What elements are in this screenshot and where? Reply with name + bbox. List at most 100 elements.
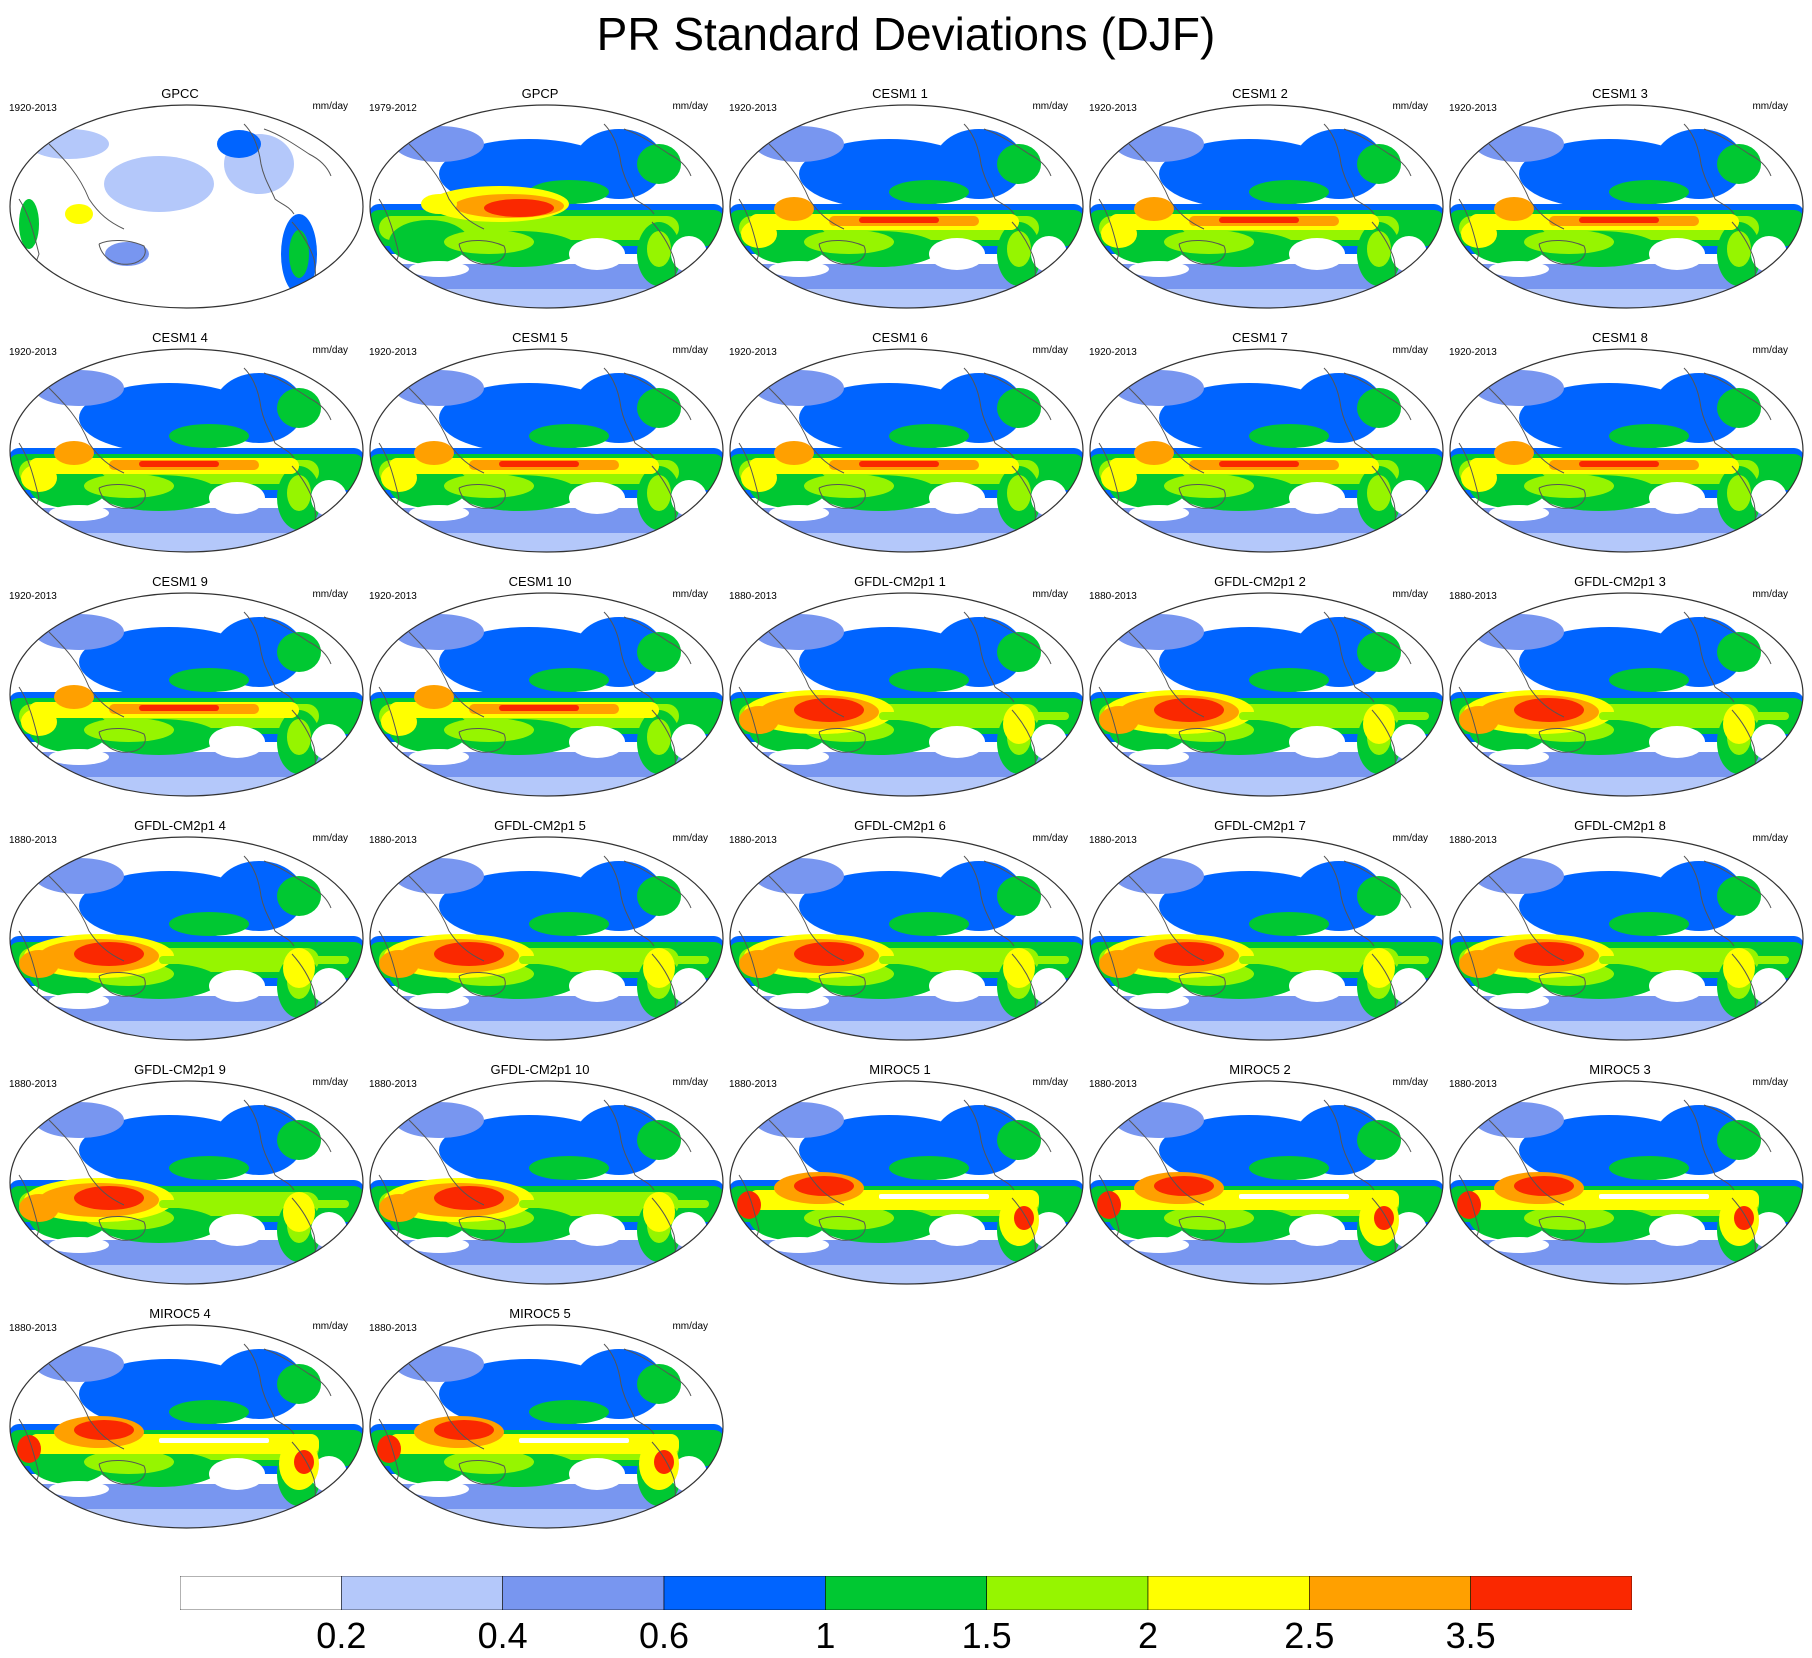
panel-period: 1880-2013 [1089, 1079, 1137, 1090]
colorbar-swatch [1147, 1576, 1310, 1610]
panel-title: CESM1 5 [512, 330, 568, 345]
map-plot [9, 836, 364, 1041]
map-plot [369, 1324, 724, 1529]
panel-units: mm/day [1032, 589, 1068, 600]
panel-period: 1920-2013 [1089, 347, 1137, 358]
colorbar-label: 1.5 [961, 1615, 1012, 1656]
colorbar-swatch [825, 1576, 987, 1610]
map-panel: CESM1 2 1920-2013 mm/day [1080, 80, 1444, 325]
colorbar-label: 2.5 [1284, 1615, 1335, 1656]
panel-title: GFDL-CM2p1 1 [854, 574, 946, 589]
panel-title: CESM1 1 [872, 86, 928, 101]
panel-title: GPCC [161, 86, 199, 101]
colorbar-swatch [1470, 1576, 1632, 1610]
panel-units: mm/day [1392, 833, 1428, 844]
map-panel: CESM1 9 1920-2013 mm/day [0, 568, 364, 813]
map-plot [1449, 1080, 1804, 1285]
map-panel: GFDL-CM2p1 7 1880-2013 mm/day [1080, 812, 1444, 1057]
map-panel: CESM1 7 1920-2013 mm/day [1080, 324, 1444, 569]
map-plot [369, 348, 724, 553]
panel-title: GFDL-CM2p1 6 [854, 818, 946, 833]
map-plot [369, 1080, 724, 1285]
panel-title: CESM1 7 [1232, 330, 1288, 345]
panel-units: mm/day [672, 345, 708, 356]
panel-units: mm/day [312, 589, 348, 600]
colorbar-label: 2 [1137, 1615, 1159, 1656]
panel-units: mm/day [1032, 833, 1068, 844]
panel-period: 1880-2013 [9, 835, 57, 846]
map-panel: GFDL-CM2p1 5 1880-2013 mm/day [360, 812, 724, 1057]
panel-period: 1880-2013 [369, 1079, 417, 1090]
map-panel: GPCC 1920-2013 mm/day [0, 80, 364, 325]
map-panel: GFDL-CM2p1 8 1880-2013 mm/day [1440, 812, 1804, 1057]
main-title: PR Standard Deviations (DJF) [596, 8, 1216, 60]
panel-units: mm/day [1752, 1077, 1788, 1088]
panel-units: mm/day [312, 345, 348, 356]
map-plot [369, 836, 724, 1041]
panel-title: GFDL-CM2p1 4 [134, 818, 226, 833]
map-panel: GFDL-CM2p1 6 1880-2013 mm/day [720, 812, 1084, 1057]
map-panel: MIROC5 2 1880-2013 mm/day [1080, 1056, 1444, 1301]
map-panel: MIROC5 1 1880-2013 mm/day [720, 1056, 1084, 1301]
map-panel: CESM1 10 1920-2013 mm/day [360, 568, 724, 813]
map-panel: GFDL-CM2p1 1 1880-2013 mm/day [720, 568, 1084, 813]
panel-title: GFDL-CM2p1 2 [1214, 574, 1306, 589]
panel-units: mm/day [1392, 1077, 1428, 1088]
map-panel: GFDL-CM2p1 4 1880-2013 mm/day [0, 812, 364, 1057]
panel-period: 1880-2013 [729, 591, 777, 602]
panel-title: CESM1 10 [508, 574, 572, 589]
panel-title: CESM1 2 [1232, 86, 1288, 101]
colorbar-label: 0.2 [316, 1615, 367, 1656]
panel-title: MIROC5 3 [1589, 1062, 1651, 1077]
colorbar-labels: 0.2 0.4 0.6 1 1.5 2 2.5 3.5 [0, 1616, 1812, 1656]
colorbar-label: 0.4 [477, 1615, 528, 1656]
map-panel: GFDL-CM2p1 9 1880-2013 mm/day [0, 1056, 364, 1301]
panel-title: CESM1 8 [1592, 330, 1648, 345]
panel-title: CESM1 4 [152, 330, 208, 345]
panel-title: CESM1 9 [152, 574, 208, 589]
map-plot [1089, 1080, 1444, 1285]
map-plot [729, 104, 1084, 309]
colorbar [180, 1576, 1632, 1610]
colorbar-label: 0.6 [638, 1615, 690, 1656]
panel-units: mm/day [1392, 589, 1428, 600]
panel-units: mm/day [1032, 101, 1068, 112]
map-plot [1089, 104, 1444, 309]
map-panel: GPCP 1979-2012 mm/day [360, 80, 724, 325]
map-plot [9, 1324, 364, 1529]
map-plot [1089, 836, 1444, 1041]
panel-units: mm/day [672, 101, 708, 112]
panel-title: MIROC5 4 [149, 1306, 211, 1321]
panel-title: GFDL-CM2p1 5 [494, 818, 586, 833]
map-panel: CESM1 8 1920-2013 mm/day [1440, 324, 1804, 569]
panel-period: 1880-2013 [1449, 591, 1497, 602]
colorbar-swatch [180, 1576, 342, 1610]
colorbar-swatch [502, 1576, 665, 1610]
panel-title: GFDL-CM2p1 9 [134, 1062, 226, 1077]
map-panel: CESM1 5 1920-2013 mm/day [360, 324, 724, 569]
panel-title: GFDL-CM2p1 10 [490, 1062, 590, 1077]
map-panel: CESM1 4 1920-2013 mm/day [0, 324, 364, 569]
panel-period: 1880-2013 [9, 1079, 57, 1090]
panel-title: GFDL-CM2p1 7 [1214, 818, 1306, 833]
panel-units: mm/day [672, 589, 708, 600]
panel-units: mm/day [1032, 1077, 1068, 1088]
panel-period: 1920-2013 [9, 591, 57, 602]
panel-period: 1979-2012 [369, 103, 417, 114]
panel-units: mm/day [312, 101, 348, 112]
panel-units: mm/day [312, 1321, 348, 1332]
map-plot [729, 592, 1084, 797]
map-panel: CESM1 3 1920-2013 mm/day [1440, 80, 1804, 325]
map-panel: GFDL-CM2p1 3 1880-2013 mm/day [1440, 568, 1804, 813]
panel-title: GFDL-CM2p1 8 [1574, 818, 1666, 833]
map-panel: MIROC5 3 1880-2013 mm/day [1440, 1056, 1804, 1301]
map-plot [9, 104, 364, 309]
panel-title: MIROC5 5 [509, 1306, 571, 1321]
panel-period: 1920-2013 [729, 347, 777, 358]
map-plot [369, 104, 724, 309]
panel-period: 1880-2013 [729, 1079, 777, 1090]
panel-units: mm/day [672, 1077, 708, 1088]
colorbar-swatch [663, 1576, 826, 1610]
map-panel: MIROC5 5 1880-2013 mm/day [360, 1300, 724, 1545]
panel-period: 1880-2013 [369, 1323, 417, 1334]
